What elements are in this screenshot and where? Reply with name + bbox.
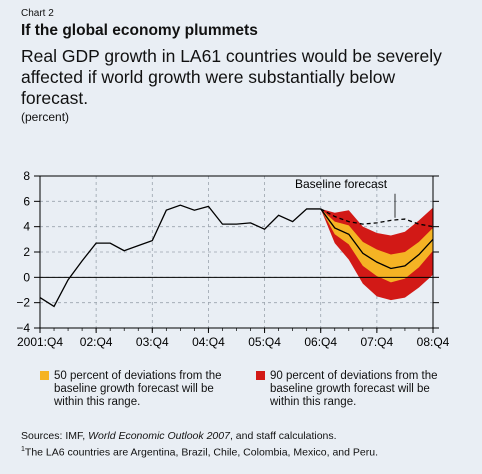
chart-subtitle: Real GDP growth in LA61 countries would …	[21, 46, 442, 108]
y-tick-label: 8	[23, 169, 30, 183]
x-tick-label: 04:Q4	[192, 335, 225, 349]
baseline-forecast-annotation: Baseline forecast	[295, 177, 388, 191]
x-tick-label: 2001:Q4	[17, 335, 63, 349]
legend-label-90: 90 percent of deviations from the baseli…	[270, 370, 438, 408]
y-tick-label: 6	[23, 194, 30, 208]
x-tick-label: 07:Q4	[361, 335, 394, 349]
sources-suffix: , and staff calculations.	[229, 430, 337, 442]
axes: −4 −2 0 2 4 6 8 2001:Q4 02:Q4 03:Q4 04:Q4 05:Q4 06:Q…	[16, 169, 449, 349]
band-50-area	[320, 208, 433, 283]
sources-publication: World Economic Outlook 2007	[88, 430, 230, 442]
grid-lines	[40, 176, 433, 328]
legend-label-50: 50 percent of deviations from the baseli…	[54, 370, 222, 408]
x-tick-label: 02:Q4	[80, 335, 113, 349]
y-tick-label: 0	[23, 270, 30, 284]
actual-growth-line	[39, 204, 321, 308]
baseline-forecast-line	[320, 208, 434, 228]
footnote-text: The LA6 countries are Argentina, Brazil,…	[24, 446, 378, 459]
legend-swatch-50	[40, 371, 49, 380]
chart-number-label: Chart 2	[21, 8, 54, 19]
x-tick-label: 06:Q4	[304, 335, 337, 349]
series-lines	[39, 204, 434, 308]
sources-note: Sources: IMF, World Economic Outlook 200…	[21, 430, 337, 442]
unit-label: (percent)	[21, 110, 70, 124]
y-tick-label: −2	[16, 296, 30, 310]
y-tick-label: 2	[23, 245, 30, 259]
plot-frame	[39, 175, 434, 329]
legend-swatch-90	[256, 371, 265, 380]
x-tick-label: 08:Q4	[417, 335, 450, 349]
footnote: 1The LA6 countries are Argentina, Brazil…	[21, 446, 378, 459]
sources-prefix: Sources: IMF,	[21, 430, 89, 442]
chart-title: If the global economy plummets	[21, 22, 258, 39]
y-tick-label: 4	[23, 220, 30, 234]
footnote-mark: 1	[21, 446, 25, 453]
band-50-range	[320, 208, 433, 283]
x-tick-label: 03:Q4	[136, 335, 169, 349]
x-tick-label: 05:Q4	[248, 335, 281, 349]
y-tick-label: −4	[16, 321, 30, 335]
central-forecast-line	[320, 208, 434, 270]
